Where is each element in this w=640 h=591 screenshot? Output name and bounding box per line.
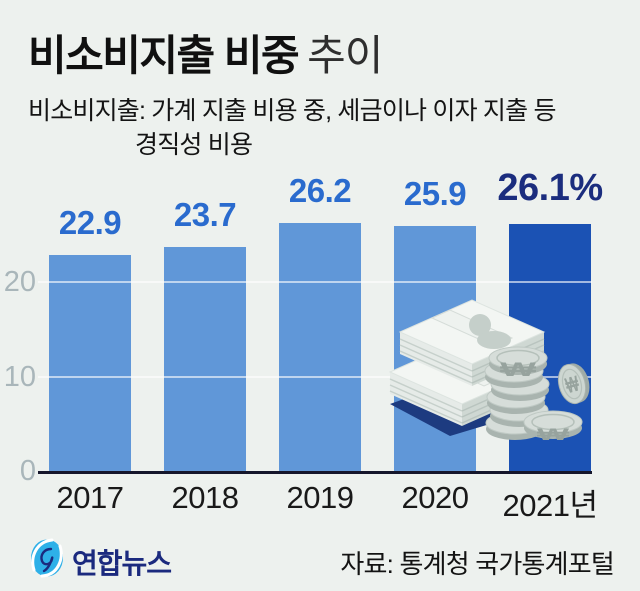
money-illustration: ₩ ₩ ₩ (389, 299, 590, 444)
bar-2018 (164, 247, 246, 471)
bar-2019 (279, 223, 361, 471)
page-title: 비소비지출 비중 추이 (28, 22, 383, 83)
x-axis-label-2018: 2018 (171, 480, 239, 515)
gridline-10 (38, 375, 592, 378)
value-label-2019: 26.2 (288, 172, 352, 210)
subtitle-line-2: 경직성 비용 (135, 131, 253, 159)
x-axis-line (38, 471, 592, 474)
value-label-2021년: 26.1% (497, 167, 603, 210)
gridline-20 (38, 281, 592, 283)
value-label-2020: 25.9 (403, 175, 467, 213)
x-axis-label-2019: 2019 (286, 480, 354, 515)
y-tick-10: 10 (3, 360, 36, 393)
x-axis-label-2021년: 2021년 (502, 488, 598, 523)
value-label-2017: 22.9 (58, 203, 122, 241)
bar-2017 (49, 254, 131, 471)
won-symbol: ₩ (537, 425, 570, 444)
yonhap-logo-icon (31, 538, 63, 578)
subtitle-line-1: 비소비지출: 가계 지출 비용 중, 세금이나 이자 지출 등 (28, 97, 556, 125)
flat-coin: ₩ (523, 410, 583, 444)
yonhap-logo-text: 연합뉴스 (72, 548, 172, 579)
page-title-suffix: 추이 (307, 32, 383, 79)
x-axis-label-2020: 2020 (401, 480, 469, 515)
coin-stack: ₩ (484, 346, 550, 441)
banknote-person-watermark (469, 314, 511, 349)
x-axis-label-2017: 2017 (56, 480, 124, 515)
source-credit: 자료: 통계청 국가통계포털 (340, 549, 614, 579)
standing-coin: ₩ (557, 363, 590, 405)
value-label-2018: 23.7 (173, 196, 237, 234)
page-title-main: 비소비지출 비중 (28, 32, 300, 79)
won-symbol: ₩ (500, 360, 537, 381)
y-tick-20: 20 (3, 266, 36, 298)
y-tick-0: 0 (19, 455, 36, 487)
chart-subtitle: 비소비지출: 가계 지출 비용 중, 세금이나 이자 지출 등 경직성 비용 (28, 94, 556, 162)
